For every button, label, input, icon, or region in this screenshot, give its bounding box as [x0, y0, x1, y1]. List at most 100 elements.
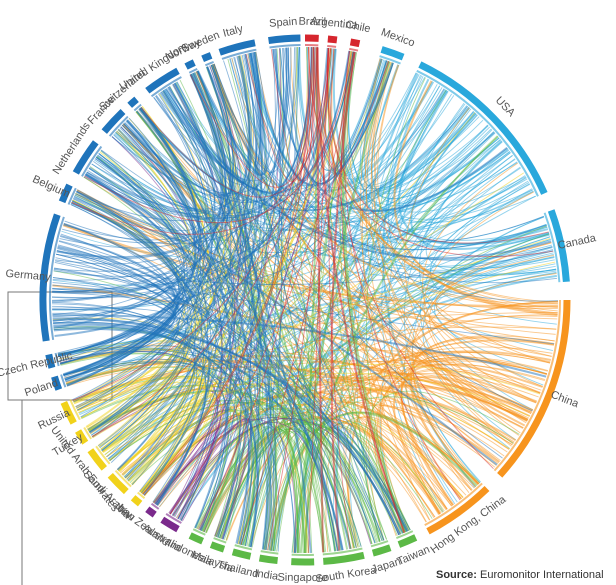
- chord: [348, 51, 548, 241]
- node-arc: [107, 472, 129, 495]
- chord: [140, 93, 222, 493]
- chord: [143, 47, 314, 496]
- node-inner-arc: [234, 544, 253, 551]
- node-arc: [380, 46, 405, 61]
- chord: [51, 88, 445, 299]
- chord: [240, 51, 356, 545]
- node-inner-arc: [95, 445, 111, 465]
- chord: [109, 47, 288, 462]
- chord: [251, 52, 394, 187]
- node-label: USA: [493, 95, 518, 120]
- chord: [191, 73, 252, 540]
- chord: [247, 431, 306, 554]
- chord: [139, 105, 469, 211]
- node-label: Singapore: [277, 572, 327, 584]
- node-label: Belgium: [30, 173, 71, 200]
- node-arc: [160, 516, 180, 533]
- node-inner-arc: [165, 513, 182, 524]
- chord: [365, 61, 470, 493]
- chord: [58, 348, 383, 542]
- node-label: Chile: [345, 19, 372, 36]
- chord: [66, 47, 289, 386]
- chord: [123, 123, 223, 516]
- chord: [85, 90, 215, 218]
- chord: [429, 242, 552, 415]
- chord: [53, 323, 259, 548]
- chord: [52, 319, 400, 536]
- node-label: Argentina: [310, 15, 359, 32]
- chord: [250, 47, 300, 548]
- chord: [52, 131, 495, 310]
- node-inner-arc: [396, 530, 414, 539]
- chord: [198, 47, 315, 530]
- node-label: Spain: [269, 16, 298, 30]
- chord: [57, 248, 362, 547]
- node-arc: [497, 299, 571, 478]
- node-inner-arc: [416, 69, 539, 197]
- node-arc: [201, 52, 213, 63]
- node-inner-arc: [133, 103, 142, 112]
- node-inner-arc: [370, 540, 389, 548]
- chord: [58, 240, 376, 544]
- node-inner-arc: [67, 187, 77, 205]
- chord: [217, 47, 285, 538]
- node-inner-arc: [54, 352, 60, 367]
- chord: [60, 117, 197, 365]
- chord: [221, 428, 335, 552]
- chord: [242, 136, 499, 546]
- node-arc: [547, 209, 570, 282]
- node-inner-arc: [114, 469, 132, 488]
- chord: [72, 47, 310, 401]
- chord: [77, 189, 556, 335]
- node-label: Canada: [557, 232, 598, 252]
- chord: [205, 373, 539, 534]
- node-arc: [87, 448, 107, 471]
- chord: [117, 56, 250, 471]
- chord: [247, 53, 511, 214]
- node-arc: [45, 353, 56, 369]
- chord: [327, 48, 494, 470]
- source-label: Source:: [436, 569, 477, 581]
- chord: [341, 50, 470, 186]
- chord: [290, 47, 529, 420]
- chord: [84, 51, 353, 223]
- chord: [316, 47, 324, 553]
- node-arc: [184, 59, 196, 70]
- node-arc: [51, 375, 63, 391]
- chord: [423, 191, 534, 424]
- chord: [126, 48, 333, 202]
- chord: [434, 256, 555, 375]
- chord: [56, 250, 351, 550]
- chord: [155, 418, 297, 553]
- chord: [73, 196, 184, 408]
- chord: [100, 150, 209, 494]
- chord: [206, 66, 448, 510]
- node-inner-arc: [269, 44, 301, 49]
- node-inner-arc: [137, 491, 146, 499]
- chord: [245, 53, 559, 302]
- node-inner-arc: [322, 547, 363, 556]
- node-inner-arc: [379, 55, 401, 65]
- node-inner-arc: [349, 47, 359, 52]
- arcs: [39, 34, 571, 566]
- chord: [270, 412, 478, 551]
- chord: [192, 72, 272, 550]
- chord: [71, 48, 329, 235]
- node-inner-arc: [204, 61, 214, 67]
- node-arc: [209, 541, 226, 553]
- node-arc: [188, 532, 205, 545]
- chord: [142, 51, 264, 496]
- chord: [74, 377, 309, 554]
- chord: [54, 249, 554, 286]
- chord: [255, 51, 530, 417]
- chord: [180, 49, 276, 521]
- chord: [400, 363, 543, 506]
- chord: [313, 47, 332, 168]
- node-arc: [327, 35, 338, 44]
- node-inner-arc: [188, 67, 198, 74]
- node-arc: [72, 140, 99, 175]
- chord: [210, 64, 261, 545]
- chord: [330, 51, 356, 551]
- source-text: Euromonitor International: [480, 569, 604, 581]
